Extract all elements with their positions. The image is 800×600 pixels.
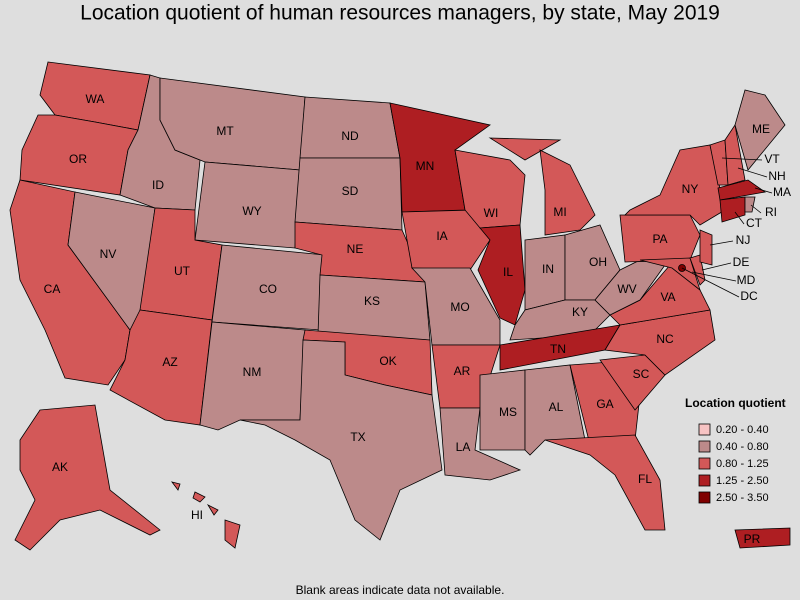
state-label: OK: [379, 354, 396, 368]
state-shape: [734, 527, 791, 549]
state-label: LA: [456, 440, 471, 454]
state-label: AK: [52, 460, 68, 474]
state-label: MI: [553, 205, 566, 219]
state-label: DC: [740, 289, 758, 303]
state-label: ID: [152, 178, 164, 192]
legend-label: 0.20 - 0.40: [716, 424, 769, 436]
legend-label: 0.40 - 0.80: [716, 441, 769, 453]
legend-swatch: [698, 474, 711, 487]
leader-line: [721, 157, 763, 161]
state-label: VT: [764, 152, 780, 166]
leader-line: [691, 271, 737, 282]
state-label: ND: [341, 129, 359, 143]
state-label: TN: [550, 342, 566, 356]
state-label: KS: [364, 294, 380, 308]
legend-label: 0.80 - 1.25: [716, 458, 769, 470]
leader-line: [737, 167, 768, 178]
state-label: GA: [596, 397, 613, 411]
state-label: MO: [450, 300, 469, 314]
state-label: KY: [572, 305, 588, 319]
state-label: CT: [746, 216, 763, 230]
leader-line: [701, 262, 732, 271]
legend-swatch: [698, 457, 711, 470]
state-label: ME: [752, 122, 770, 136]
map-title: Location quotient of human resources man…: [80, 2, 720, 25]
state-shape: [717, 179, 767, 201]
state-shape: [734, 89, 786, 171]
state-label: AZ: [162, 355, 177, 369]
state-shape: [299, 96, 401, 159]
legend-label: 2.50 - 3.50: [716, 492, 769, 504]
legend-swatch: [698, 440, 711, 453]
state-label: NM: [243, 365, 262, 379]
leader-line: [754, 187, 773, 194]
state-label: MT: [216, 124, 234, 138]
state-label: TX: [350, 430, 365, 444]
state-label: IL: [503, 265, 513, 279]
state-label: UT: [174, 264, 191, 278]
legend-swatch: [698, 423, 711, 436]
state-label: FL: [638, 472, 652, 486]
state-label: HI: [191, 508, 203, 522]
state-label: CA: [44, 282, 61, 296]
state-label: WY: [242, 204, 261, 218]
state-label: AR: [454, 364, 471, 378]
state-label: NJ: [736, 233, 751, 247]
state-label: VA: [660, 290, 675, 304]
state-label: NY: [682, 182, 699, 196]
state-label: OR: [69, 152, 87, 166]
state-shape: [239, 339, 443, 541]
state-label: MA: [773, 185, 791, 199]
state-shape: [401, 209, 491, 271]
legend-label: 1.25 - 2.50: [716, 475, 769, 487]
state-shape: [171, 481, 241, 549]
state-shape: [744, 196, 756, 213]
state-label: WI: [484, 206, 499, 220]
state-labels: WA OR CA NV ID MT WY UT AZ CO NM ND SD NE KS OK TX MN IA MO…: [44, 92, 791, 546]
legend: Location quotient 0.20 - 0.40 0.40 - 0.80…: [685, 396, 786, 504]
state-label: IN: [542, 262, 554, 276]
state-label: PR: [744, 532, 761, 546]
footnote: Blank areas indicate data not available.: [296, 583, 505, 597]
leader-line: [709, 240, 734, 246]
state-label: RI: [765, 205, 777, 219]
state-shape: [724, 123, 746, 186]
state-label: WA: [86, 92, 105, 106]
leader-line: [750, 204, 762, 214]
legend-swatch: [698, 491, 711, 504]
state-label: NV: [100, 247, 117, 261]
state-label: NC: [656, 332, 674, 346]
state-shape: [699, 229, 713, 266]
states: [9, 61, 791, 551]
state-label: NH: [768, 169, 785, 183]
state-shape: [544, 434, 666, 531]
state-label: IA: [436, 229, 447, 243]
legend-title: Location quotient: [685, 396, 786, 410]
state-label: CO: [259, 282, 277, 296]
leader-line: [681, 267, 740, 298]
state-label: MD: [737, 273, 756, 287]
state-label: SC: [633, 367, 650, 381]
leader-line: [734, 211, 745, 225]
state-label: DE: [733, 255, 750, 269]
state-shape: [488, 137, 596, 236]
state-label: AL: [549, 400, 564, 414]
state-label: WV: [617, 282, 636, 296]
state-label: OH: [589, 255, 607, 269]
state-shape: [719, 196, 746, 223]
state-label: PA: [652, 232, 667, 246]
state-label: MS: [499, 405, 517, 419]
state-label: NE: [347, 242, 364, 256]
state-shape: [477, 224, 526, 326]
state-label: SD: [342, 184, 359, 198]
state-label: MN: [416, 159, 435, 173]
state-shape: [14, 404, 161, 551]
